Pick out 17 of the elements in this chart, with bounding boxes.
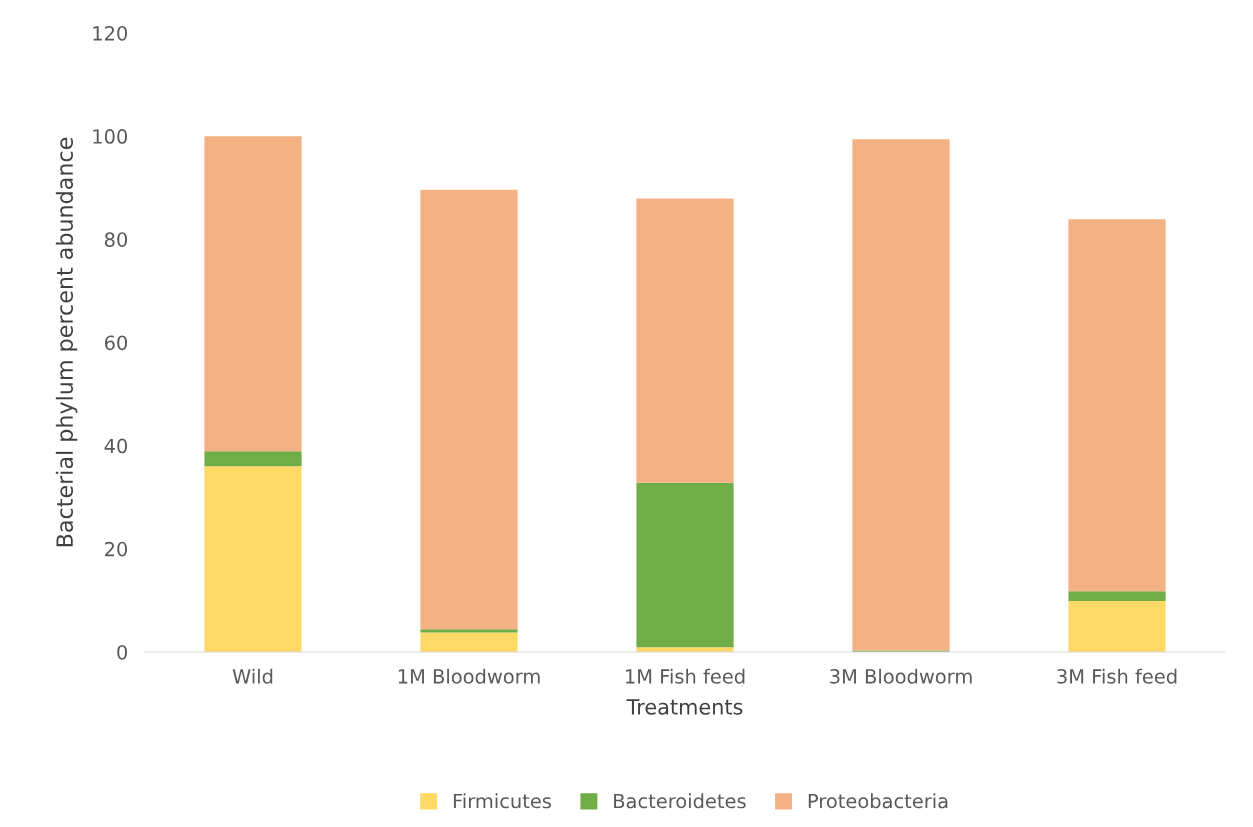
- legend-label: Firmicutes: [453, 793, 551, 809]
- y-tick-label: 100: [93, 129, 128, 144]
- y-tick-label: 60: [104, 335, 128, 351]
- x-tick-label: 3M Fish feed: [1057, 668, 1177, 684]
- x-tick-label: 1M Bloodworm: [398, 668, 540, 684]
- x-tick-label: 1M Fish feed: [626, 668, 745, 684]
- y-tick-label: 0: [117, 644, 128, 660]
- y-tick-label: 40: [104, 438, 128, 454]
- legend-label: Proteobacteria: [808, 793, 948, 809]
- y-tick-label: 20: [105, 541, 128, 557]
- legend-label: Bacteroidetes: [614, 793, 746, 809]
- y-tick-label: 80: [104, 232, 128, 247]
- y-axis-title: Bacterial phylum percent abundance: [55, 137, 78, 547]
- x-tick-label: Wild: [232, 668, 273, 684]
- x-tick-label: 3M Bloodworm: [830, 668, 972, 684]
- x-axis-title: Treatments: [626, 699, 743, 715]
- y-tick-label: 120: [93, 25, 128, 41]
